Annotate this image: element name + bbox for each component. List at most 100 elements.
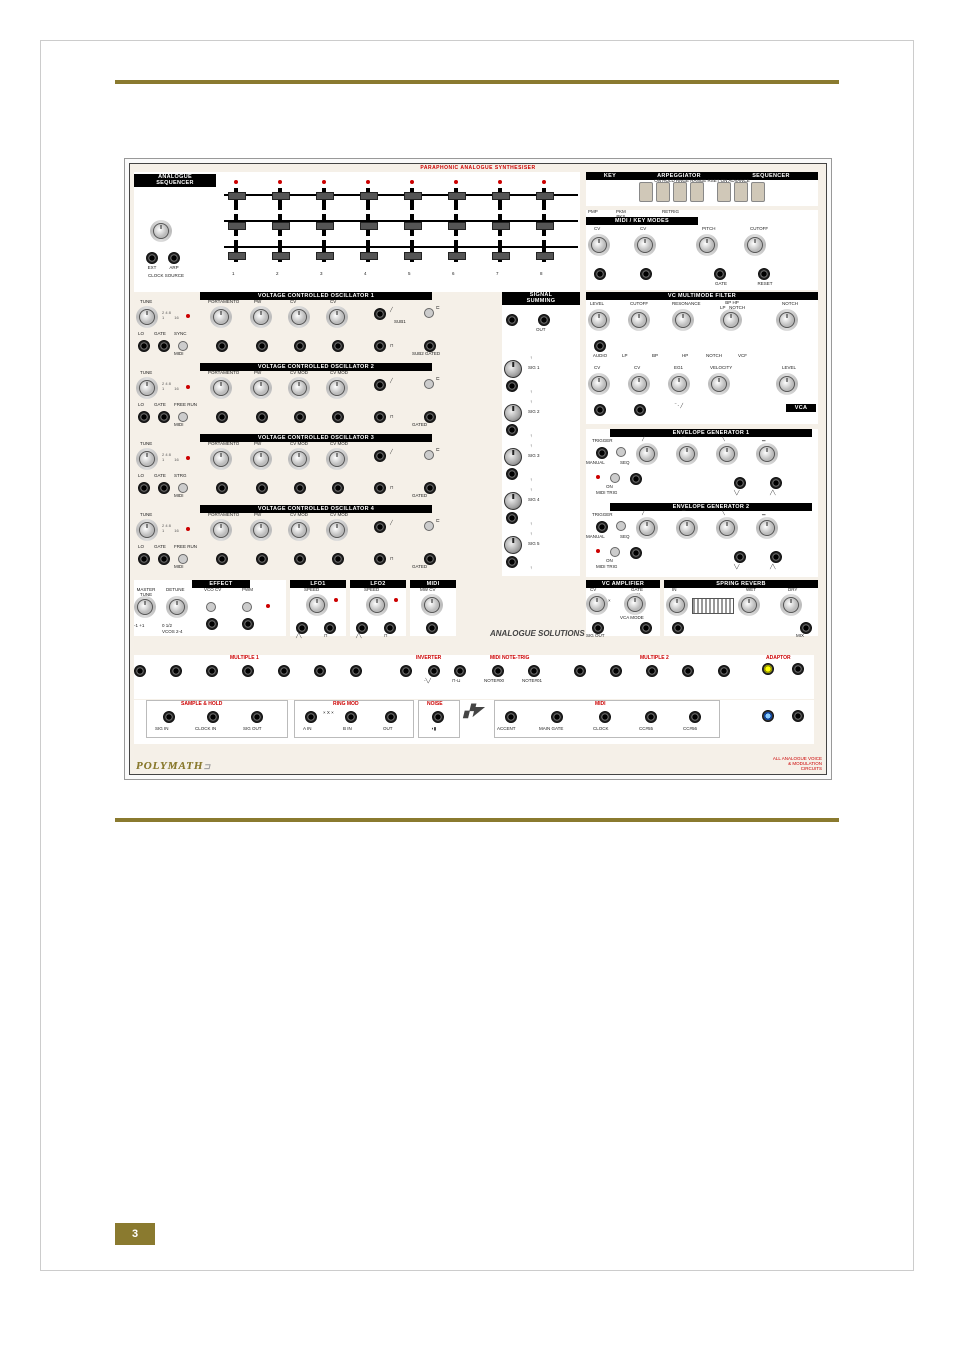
k-rev-dry[interactable] [780, 594, 802, 616]
j-cv-3[interactable] [138, 482, 150, 494]
clock-source-knob[interactable] [150, 220, 172, 242]
j-sum-out-b[interactable] [538, 314, 550, 326]
mult2-jacks-jack-1[interactable] [610, 665, 622, 677]
j-adpt2-1[interactable] [762, 710, 774, 722]
j-mnt-2[interactable] [528, 665, 540, 677]
j-sig-5[interactable] [506, 556, 518, 568]
j-port-3[interactable] [216, 482, 228, 494]
k-port-3[interactable] [210, 448, 232, 470]
sw-sync-1[interactable] [178, 341, 188, 351]
j-sig-4[interactable] [506, 512, 518, 524]
step-slider[interactable] [322, 214, 326, 236]
k-mtune[interactable] [134, 596, 156, 618]
j-port-4[interactable] [216, 553, 228, 565]
j-sq-1[interactable] [374, 340, 386, 352]
step-slider[interactable] [234, 214, 238, 236]
k-cv2-3[interactable] [326, 448, 348, 470]
step-slider[interactable] [234, 240, 238, 262]
j-gate-3[interactable] [158, 482, 170, 494]
j-sig-1[interactable] [506, 380, 518, 392]
mult1-jacks-jack-6[interactable] [350, 665, 362, 677]
step-slider[interactable] [498, 188, 502, 210]
j-sq-3[interactable] [374, 482, 386, 494]
sw-sub-2[interactable] [424, 379, 434, 389]
j-mb-gate[interactable] [551, 711, 563, 723]
j-noise[interactable] [432, 711, 444, 723]
mult1-jacks-jack-1[interactable] [170, 665, 182, 677]
mult1-jacks-jack-5[interactable] [314, 665, 326, 677]
j-saw-3[interactable] [374, 450, 386, 462]
j-sig-3[interactable] [506, 468, 518, 480]
seq-on-btn[interactable] [734, 182, 748, 202]
vcf-j-cv2[interactable] [634, 404, 646, 416]
mk-jack1[interactable] [594, 268, 606, 280]
k-tune-1[interactable] [136, 306, 158, 328]
j-cvm2-3[interactable] [332, 482, 344, 494]
mult1-jacks-jack-3[interactable] [242, 665, 254, 677]
step-slider[interactable] [278, 188, 282, 210]
k-detune[interactable] [166, 596, 188, 618]
vcf-k-vel[interactable] [708, 373, 730, 395]
sw-pwm-a[interactable] [242, 602, 252, 612]
step-slider[interactable] [410, 214, 414, 236]
j-port-2[interactable] [216, 411, 228, 423]
step-slider[interactable] [498, 240, 502, 262]
k-pw-4[interactable] [250, 519, 272, 541]
j-sh-out[interactable] [251, 711, 263, 723]
j-mb-clk[interactable] [599, 711, 611, 723]
step-slider[interactable] [498, 214, 502, 236]
step-slider[interactable] [410, 240, 414, 262]
k-cv1-2[interactable] [288, 377, 310, 399]
k-eg2-adsr1[interactable] [676, 517, 698, 539]
j-saw-2[interactable] [374, 379, 386, 391]
mk-jack-reset[interactable] [758, 268, 770, 280]
j-cvm1-2[interactable] [294, 411, 306, 423]
j-mwcv[interactable] [426, 622, 438, 634]
j-adpt-1[interactable] [762, 663, 774, 675]
k-eg2-adsr0[interactable] [636, 517, 658, 539]
vcf-j-cv[interactable] [594, 404, 606, 416]
j-pw-2[interactable] [256, 411, 268, 423]
sw-sync-3[interactable] [178, 483, 188, 493]
step-slider[interactable] [278, 214, 282, 236]
mk-knob-cv2[interactable] [634, 234, 656, 256]
sw-eg1[interactable] [616, 447, 626, 457]
step-slider[interactable] [278, 240, 282, 262]
step-slider[interactable] [454, 240, 458, 262]
j-vca-out[interactable] [640, 622, 652, 634]
j-inv-o1[interactable] [428, 665, 440, 677]
vcf-k-lvl2[interactable] [776, 373, 798, 395]
mk-knob-cv1[interactable] [588, 234, 610, 256]
arp-jack[interactable] [168, 252, 180, 264]
j-cvm1-4[interactable] [294, 553, 306, 565]
vcf-k-mode[interactable] [720, 309, 742, 331]
sw-eg2-on[interactable] [610, 547, 620, 557]
j-cv-2[interactable] [138, 411, 150, 423]
step-slider[interactable] [542, 188, 546, 210]
vcf-k-cv[interactable] [588, 373, 610, 395]
k-rev-in[interactable] [666, 594, 688, 616]
mult2-jacks-jack-4[interactable] [718, 665, 730, 677]
j-eg2-trig[interactable] [596, 521, 608, 533]
mult2-jacks-jack-3[interactable] [682, 665, 694, 677]
step-slider[interactable] [454, 188, 458, 210]
ext-jack[interactable] [146, 252, 158, 264]
mk-knob-pitch[interactable] [696, 234, 718, 256]
j-cvm2-1[interactable] [332, 340, 344, 352]
k-tune-2[interactable] [136, 377, 158, 399]
j-gate-1[interactable] [158, 340, 170, 352]
arp-range-btn[interactable] [690, 182, 704, 202]
j-cvm2-4[interactable] [332, 553, 344, 565]
j-sh-clk[interactable] [207, 711, 219, 723]
j-sq-2[interactable] [374, 411, 386, 423]
k-sig-2[interactable] [504, 404, 522, 422]
j-cvm1-1[interactable] [294, 340, 306, 352]
seq-adv-btn[interactable] [751, 182, 765, 202]
j-mb-acc[interactable] [505, 711, 517, 723]
step-slider[interactable] [542, 214, 546, 236]
k-cv1-4[interactable] [288, 519, 310, 541]
j-inv-in[interactable] [400, 665, 412, 677]
k-eg1-adsr1[interactable] [676, 443, 698, 465]
j-eg1-out2[interactable] [770, 477, 782, 489]
k-vca-mode[interactable] [624, 593, 646, 615]
